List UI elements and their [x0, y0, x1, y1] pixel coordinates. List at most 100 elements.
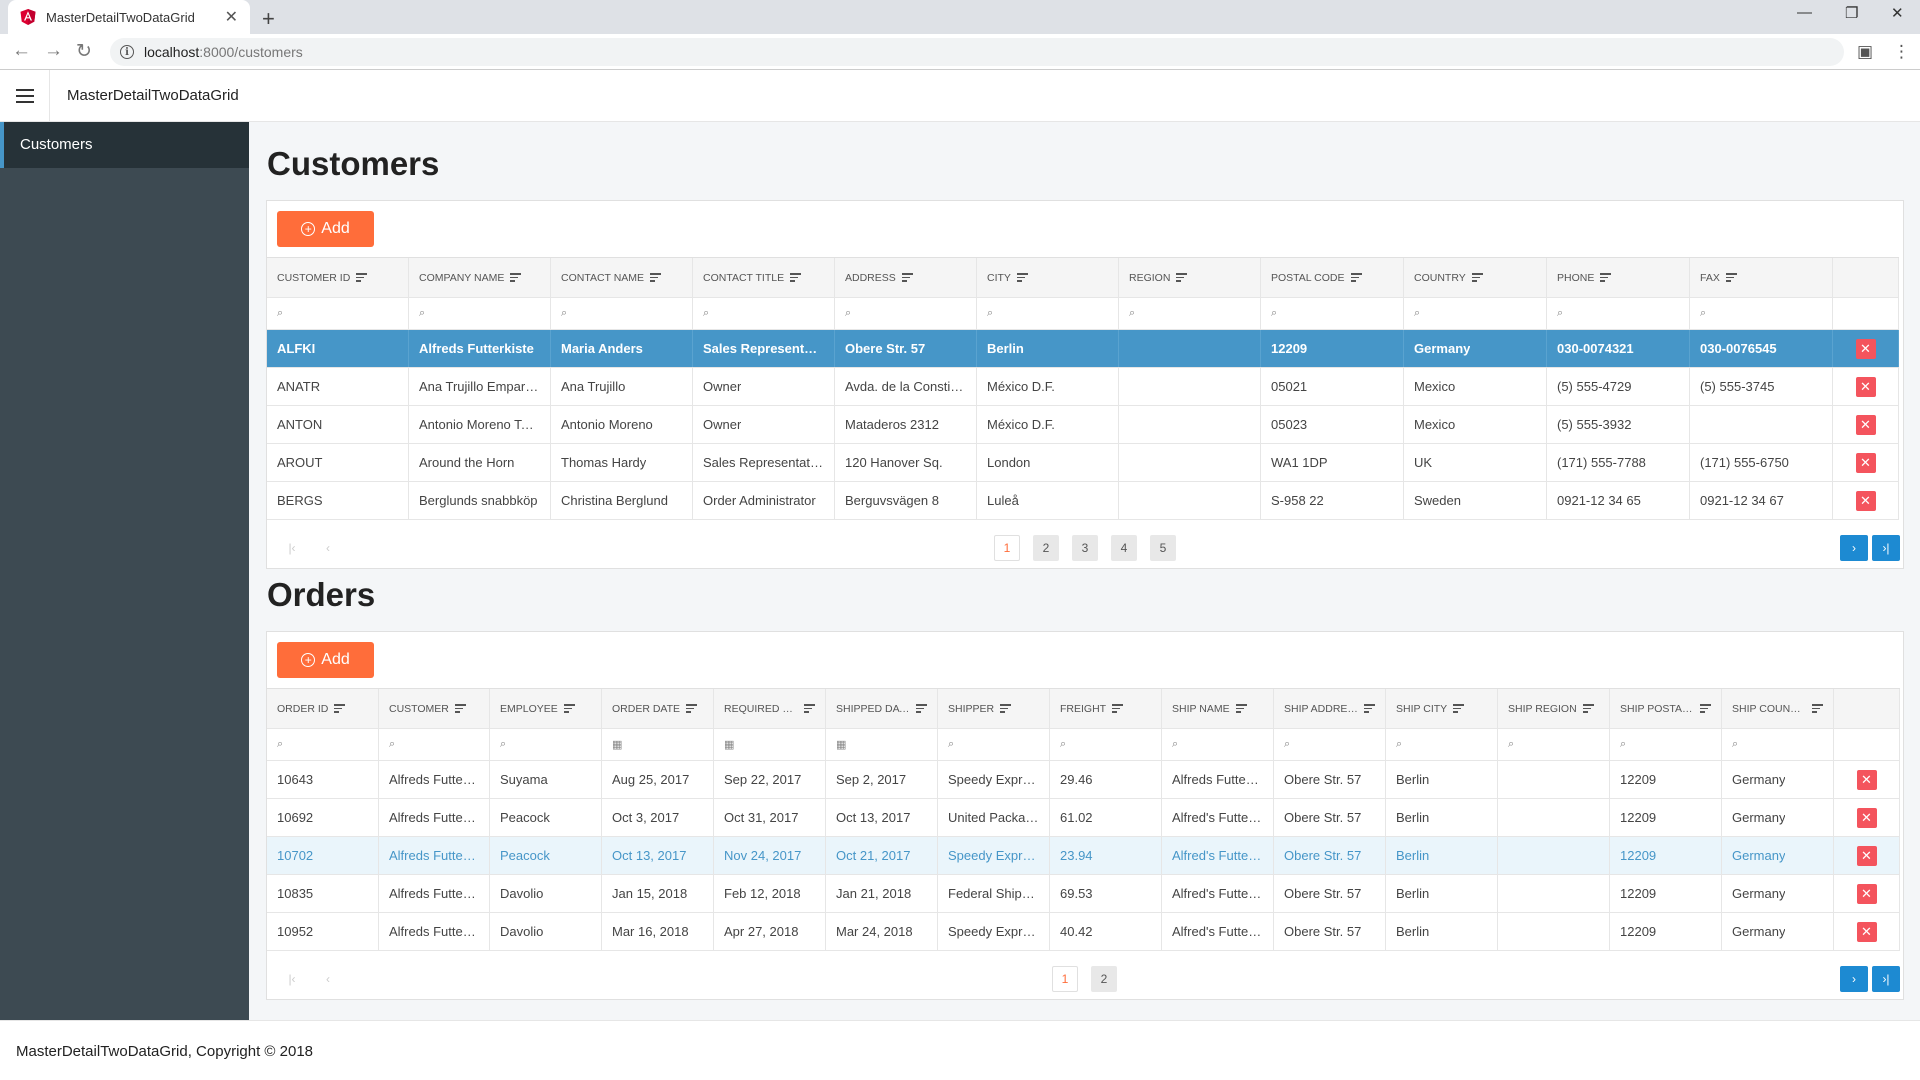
page-button-2[interactable]: 2	[1091, 966, 1117, 992]
sort-icon[interactable]	[454, 702, 466, 715]
filter-shipper-input[interactable]: ⌕	[938, 729, 1050, 760]
add-order-button[interactable]: + Add	[277, 642, 374, 678]
sort-icon[interactable]	[916, 702, 927, 715]
column-header-address[interactable]: ADDRESS	[835, 258, 977, 297]
sort-icon[interactable]	[804, 702, 815, 715]
column-header-contact-name[interactable]: CONTACT NAME	[551, 258, 693, 297]
column-header-freight[interactable]: FREIGHT	[1050, 689, 1162, 728]
filter-ship-country-input[interactable]: ⌕	[1722, 729, 1834, 760]
sort-icon[interactable]	[1471, 271, 1483, 284]
profile-icon[interactable]: ▣	[1857, 42, 1874, 61]
column-header-fax[interactable]: FAX	[1690, 258, 1833, 297]
sort-icon[interactable]	[1725, 271, 1737, 284]
sort-icon[interactable]	[1000, 702, 1012, 715]
column-header-customer[interactable]: CUSTOMER	[379, 689, 490, 728]
table-row[interactable]: ANATR Ana Trujillo Emparedados y helados A…	[267, 368, 1899, 406]
prev-page-icon[interactable]: ‹	[326, 541, 330, 555]
filter-contact-title-input[interactable]: ⌕	[693, 298, 835, 329]
page-button-1[interactable]: 1	[994, 535, 1020, 561]
new-tab-icon[interactable]: +	[262, 6, 275, 31]
sort-icon[interactable]	[1453, 702, 1465, 715]
column-header-contact-title[interactable]: CONTACT TITLE	[693, 258, 835, 297]
table-row[interactable]: BERGS Berglunds snabbköp Christina Berglun…	[267, 482, 1899, 520]
column-header-city[interactable]: CITY	[977, 258, 1119, 297]
minimize-icon[interactable]: —	[1797, 4, 1812, 21]
back-icon[interactable]: ←	[12, 40, 31, 61]
page-button-4[interactable]: 4	[1111, 535, 1137, 561]
sort-icon[interactable]	[650, 271, 662, 284]
delete-row-button[interactable]: ✕	[1855, 452, 1876, 473]
sort-icon[interactable]	[356, 271, 368, 284]
page-button-3[interactable]: 3	[1072, 535, 1098, 561]
delete-row-button[interactable]: ✕	[1856, 769, 1877, 790]
table-row[interactable]: AROUT Around the Horn Thomas Hardy Sales Re…	[267, 444, 1899, 482]
add-customer-button[interactable]: + Add	[277, 211, 374, 247]
filter-employee-input[interactable]: ⌕	[490, 729, 602, 760]
sort-icon[interactable]	[790, 271, 802, 284]
address-bar[interactable]: i localhost:8000/customers	[110, 38, 1844, 66]
last-page-button[interactable]: ›|	[1872, 535, 1900, 561]
prev-page-icon[interactable]: ‹	[326, 972, 330, 986]
page-button-5[interactable]: 5	[1150, 535, 1176, 561]
delete-row-button[interactable]: ✕	[1856, 845, 1877, 866]
column-header-postal-code[interactable]: POSTAL CODE	[1261, 258, 1404, 297]
sort-icon[interactable]	[334, 702, 346, 715]
delete-row-button[interactable]: ✕	[1855, 338, 1876, 359]
filter-ship-address-input[interactable]: ⌕	[1274, 729, 1386, 760]
filter-order-id-input[interactable]: ⌕	[267, 729, 379, 760]
filter-country-input[interactable]: ⌕	[1404, 298, 1547, 329]
delete-row-button[interactable]: ✕	[1856, 883, 1877, 904]
window-close-icon[interactable]: ✕	[1891, 5, 1904, 22]
table-row[interactable]: 10835 Alfreds Futterkiste Davolio Jan 15, 2…	[267, 875, 1900, 913]
filter-phone-input[interactable]: ⌕	[1547, 298, 1690, 329]
next-page-button[interactable]: ›	[1840, 535, 1868, 561]
column-header-shipper[interactable]: SHIPPER	[938, 689, 1050, 728]
filter-ship-city-input[interactable]: ⌕	[1386, 729, 1498, 760]
hamburger-menu-icon[interactable]	[0, 70, 50, 122]
sort-icon[interactable]	[1812, 702, 1823, 715]
sidebar-item-customers[interactable]: Customers	[0, 122, 249, 168]
column-header-order-id[interactable]: ORDER ID	[267, 689, 379, 728]
page-button-1[interactable]: 1	[1052, 966, 1078, 992]
sort-icon[interactable]	[1582, 702, 1594, 715]
delete-row-button[interactable]: ✕	[1856, 807, 1877, 828]
sort-icon[interactable]	[901, 271, 913, 284]
sort-icon[interactable]	[1350, 271, 1362, 284]
column-header-ship-city[interactable]: SHIP CITY	[1386, 689, 1498, 728]
delete-row-button[interactable]: ✕	[1856, 921, 1877, 942]
sort-icon[interactable]	[1364, 702, 1375, 715]
filter-customer-id-input[interactable]: ⌕	[267, 298, 409, 329]
menu-dots-icon[interactable]: ⋮	[1893, 42, 1910, 61]
info-icon[interactable]: i	[120, 45, 134, 59]
sort-icon[interactable]	[1700, 702, 1711, 715]
filter-required-date-input[interactable]: ▦	[714, 729, 826, 760]
delete-row-button[interactable]: ✕	[1855, 490, 1876, 511]
filter-city-input[interactable]: ⌕	[977, 298, 1119, 329]
table-row[interactable]: 10692 Alfreds Futterkiste Peacock Oct 3, 20…	[267, 799, 1900, 837]
delete-row-button[interactable]: ✕	[1855, 414, 1876, 435]
forward-icon[interactable]: →	[44, 40, 63, 61]
column-header-ship-address[interactable]: SHIP ADDRESS	[1274, 689, 1386, 728]
filter-shipped-date-input[interactable]: ▦	[826, 729, 938, 760]
column-header-ship-name[interactable]: SHIP NAME	[1162, 689, 1274, 728]
filter-freight-input[interactable]: ⌕	[1050, 729, 1162, 760]
restore-icon[interactable]: ❐	[1845, 5, 1859, 22]
first-page-icon[interactable]: |‹	[288, 541, 296, 555]
first-page-icon[interactable]: |‹	[288, 972, 296, 986]
filter-address-input[interactable]: ⌕	[835, 298, 977, 329]
column-header-order-date[interactable]: ORDER DATE	[602, 689, 714, 728]
column-header-employee[interactable]: EMPLOYEE	[490, 689, 602, 728]
column-header-phone[interactable]: PHONE	[1547, 258, 1690, 297]
page-button-2[interactable]: 2	[1033, 535, 1059, 561]
column-header-country[interactable]: COUNTRY	[1404, 258, 1547, 297]
sort-icon[interactable]	[563, 702, 575, 715]
last-page-button[interactable]: ›|	[1872, 966, 1900, 992]
browser-tab[interactable]: MasterDetailTwoDataGrid ✕	[8, 0, 250, 34]
filter-ship-name-input[interactable]: ⌕	[1162, 729, 1274, 760]
sort-icon[interactable]	[510, 271, 522, 284]
table-row[interactable]: ALFKI Alfreds Futterkiste Maria Anders Sale…	[267, 330, 1899, 368]
reload-icon[interactable]: ↻	[76, 41, 92, 62]
filter-order-date-input[interactable]: ▦	[602, 729, 714, 760]
column-header-ship-country[interactable]: SHIP COUNTRY	[1722, 689, 1834, 728]
column-header-customer-id[interactable]: CUSTOMER ID	[267, 258, 409, 297]
